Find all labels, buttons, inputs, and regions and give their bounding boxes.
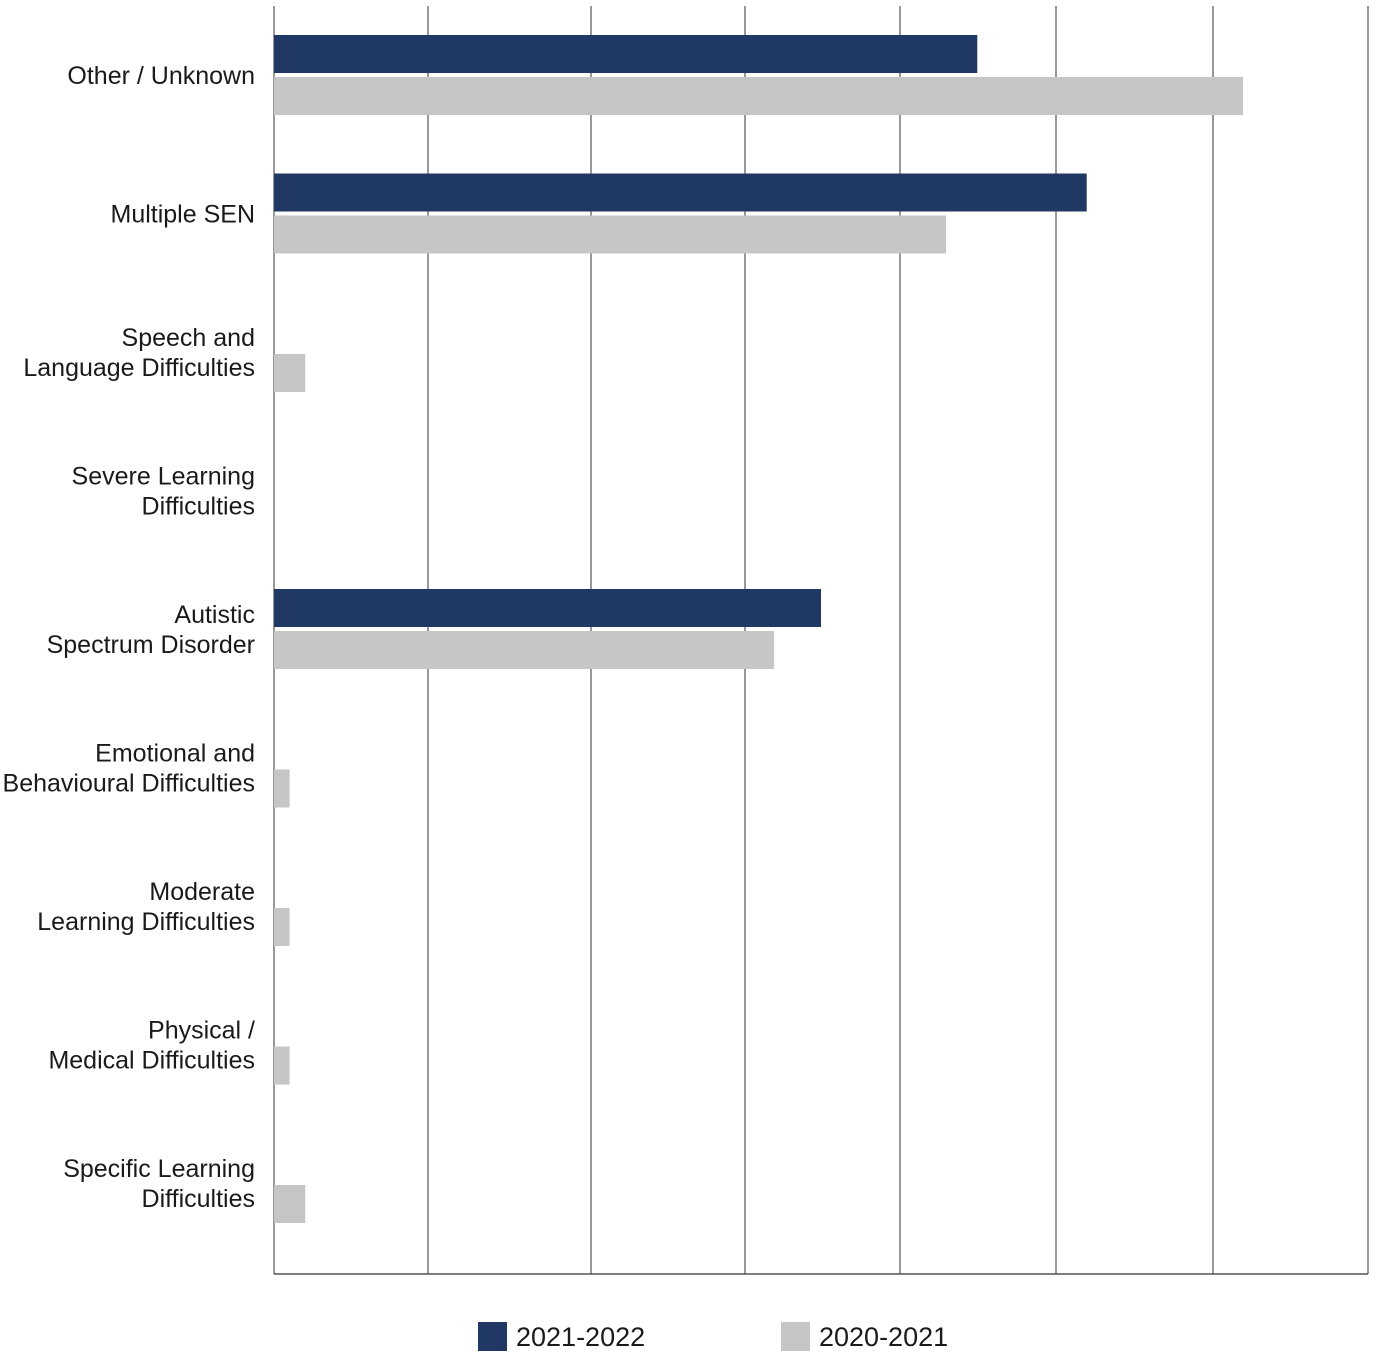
bar-2021-2022-0 — [274, 35, 978, 73]
bar-2021-2022-1 — [274, 173, 1087, 212]
bar-2020-2021-4 — [274, 631, 775, 669]
category-label-line: Specific Learning — [63, 1155, 255, 1183]
category-label: Speech and Language Difficulties — [23, 324, 255, 382]
bar-2020-2021-0 — [274, 77, 1243, 115]
category-label-line: Language Difficulties — [23, 354, 255, 382]
category-label-line: Difficulties — [142, 493, 255, 521]
bar-2020-2021-5 — [274, 769, 290, 808]
legend-label: 2020-2021 — [819, 1322, 948, 1352]
bars — [274, 35, 1243, 1223]
category-label-line: Severe Learning — [72, 463, 255, 491]
category-label: Moderate Learning Difficulties — [37, 878, 255, 936]
category-label-line: Multiple SEN — [111, 201, 256, 229]
category-label: Other / Unknown — [67, 62, 255, 90]
legend-swatch — [478, 1322, 507, 1351]
bar-2020-2021-8 — [274, 1185, 306, 1223]
bar-2020-2021-6 — [274, 908, 290, 946]
legend-swatch — [781, 1322, 810, 1351]
bar-2020-2021-1 — [274, 215, 947, 254]
category-label-line: Emotional and — [95, 740, 255, 768]
category-label-line: Other / Unknown — [67, 62, 255, 90]
category-label-line: Medical Difficulties — [48, 1047, 255, 1075]
category-label: Specific Learning Difficulties — [63, 1155, 255, 1213]
bar-2020-2021-2 — [274, 354, 306, 392]
legend-label: 2021-2022 — [516, 1322, 645, 1352]
category-label-line: Behavioural Difficulties — [3, 770, 255, 798]
category-label-line: Difficulties — [142, 1185, 255, 1213]
category-label-line: Moderate — [149, 878, 255, 906]
category-label-line: Physical / — [148, 1017, 255, 1045]
category-label-line: Speech and — [122, 324, 255, 352]
category-label-line: Spectrum Disorder — [47, 631, 255, 659]
category-label: Autistic Spectrum Disorder — [47, 601, 255, 659]
legend: 2021-2022 2020-2021 — [478, 1322, 948, 1352]
category-label-line: Learning Difficulties — [37, 908, 255, 936]
bar-2020-2021-7 — [274, 1046, 290, 1085]
bar-2021-2022-4 — [274, 589, 821, 627]
category-label-line: Autistic — [174, 601, 255, 629]
category-label: Physical / Medical Difficulties — [48, 1017, 255, 1075]
category-label: Multiple SEN — [111, 201, 256, 229]
category-labels: Other / Unknown Multiple SEN Speech and Lan… — [3, 62, 256, 1213]
category-label: Emotional and Behavioural Difficulties — [3, 740, 255, 798]
category-label: Severe Learning Difficulties — [72, 463, 255, 521]
